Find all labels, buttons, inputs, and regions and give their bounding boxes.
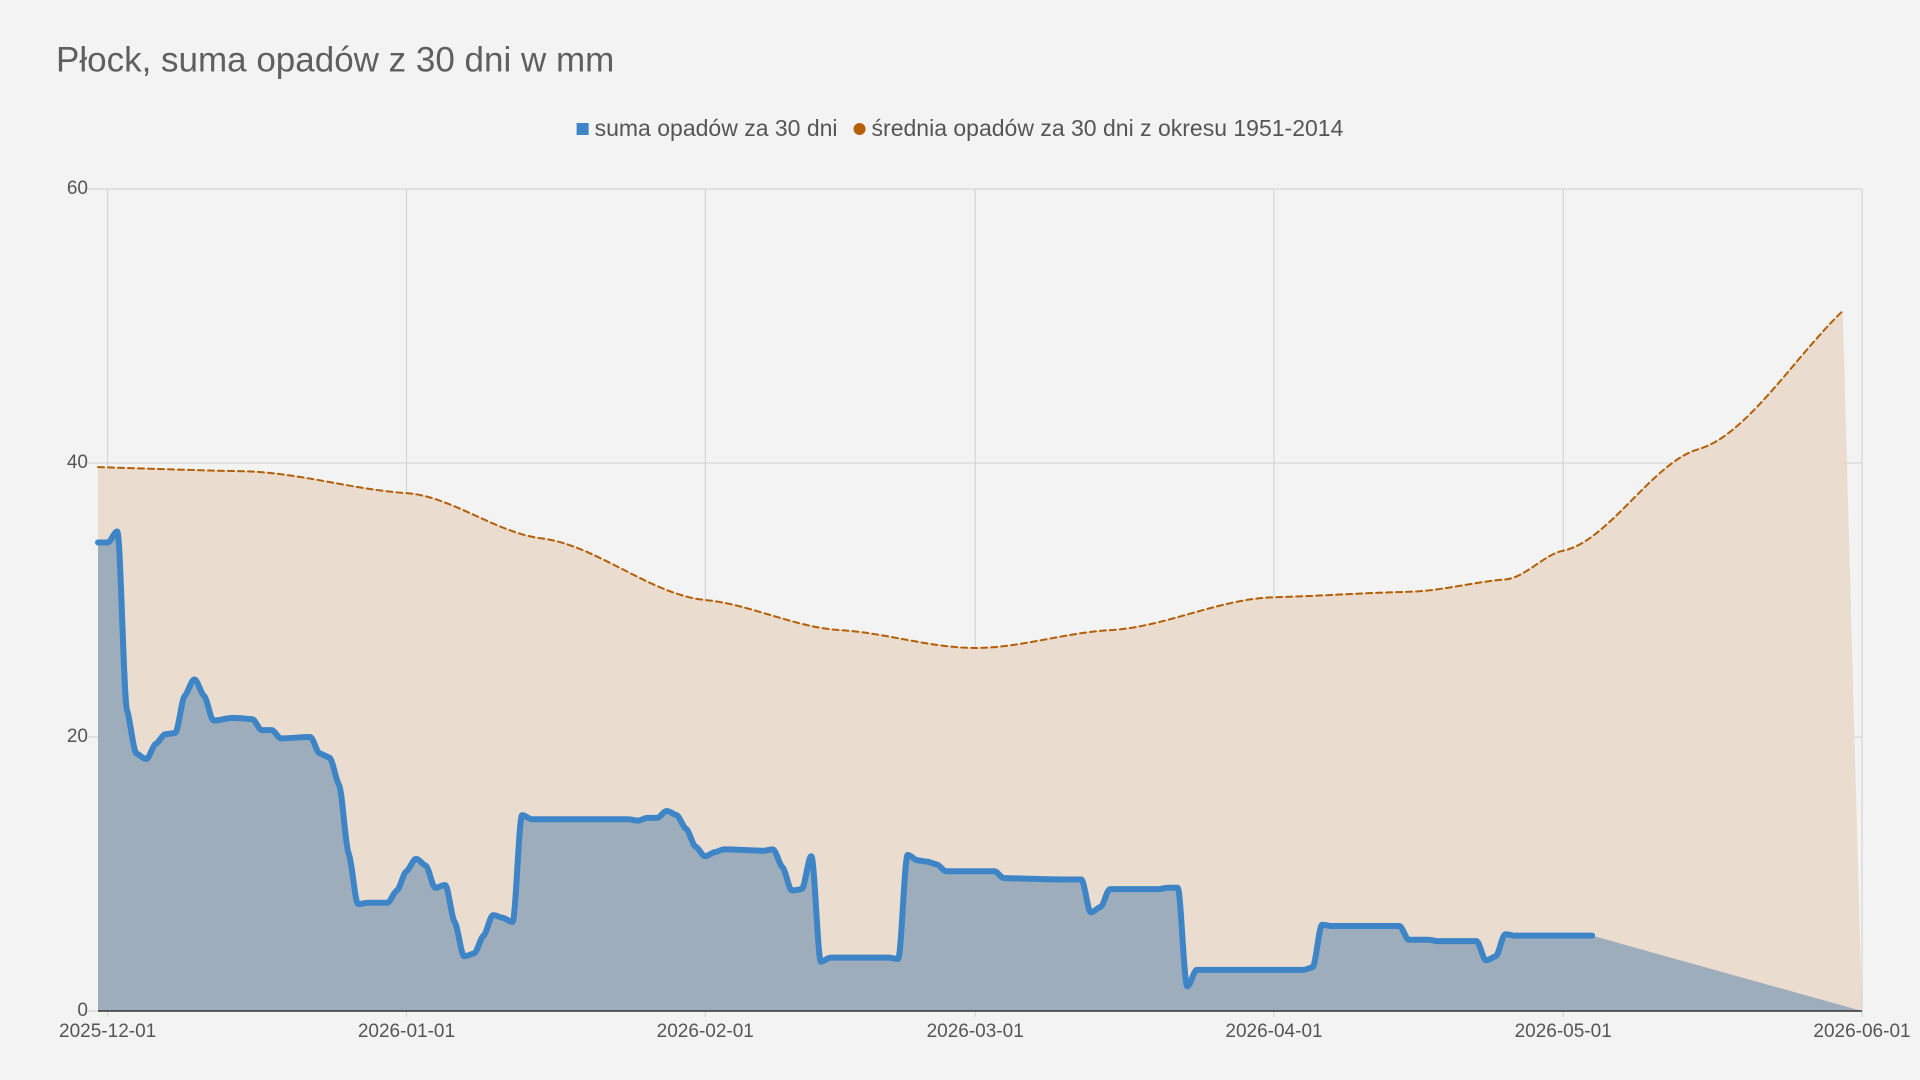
chart-title: Płock, suma opadów z 30 dni w mm (56, 40, 614, 79)
y-tick-label: 60 (67, 178, 88, 199)
legend: suma opadów za 30 dni średnia opadów za 3… (576, 115, 1344, 141)
x-tick-label: 2026-03-01 (927, 1021, 1024, 1042)
y-tick-label: 0 (77, 1000, 88, 1021)
legend-marker (853, 123, 866, 135)
legend-label: średnia opadów za 30 dni z okresu 1951-2… (872, 115, 1344, 141)
line (97, 309, 1844, 649)
y-tick-label: 40 (67, 452, 88, 473)
line (95, 528, 1596, 990)
legend-marker (576, 123, 589, 135)
x-tick-label: 2026-06-01 (1813, 1021, 1910, 1042)
x-tick-label: 2026-04-01 (1225, 1021, 1322, 1042)
axes: 0 20 40 60 2025-12-01 2026-01-01 2026-02-01 202… (59, 178, 1911, 1042)
area (98, 531, 1862, 1011)
plot-area (95, 309, 1862, 1011)
x-tick-label: 2026-01-01 (358, 1021, 455, 1042)
x-tick-label: 2026-02-01 (657, 1021, 754, 1042)
legend-item: średnia opadów za 30 dni z okresu 1951-2… (853, 115, 1344, 141)
legend-item: suma opadów za 30 dni (576, 115, 838, 141)
legend-label: suma opadów za 30 dni (595, 115, 838, 141)
x-tick-label: 2026-05-01 (1515, 1021, 1612, 1042)
y-tick-label: 20 (67, 726, 88, 747)
x-tick-label: 2025-12-01 (59, 1021, 156, 1042)
